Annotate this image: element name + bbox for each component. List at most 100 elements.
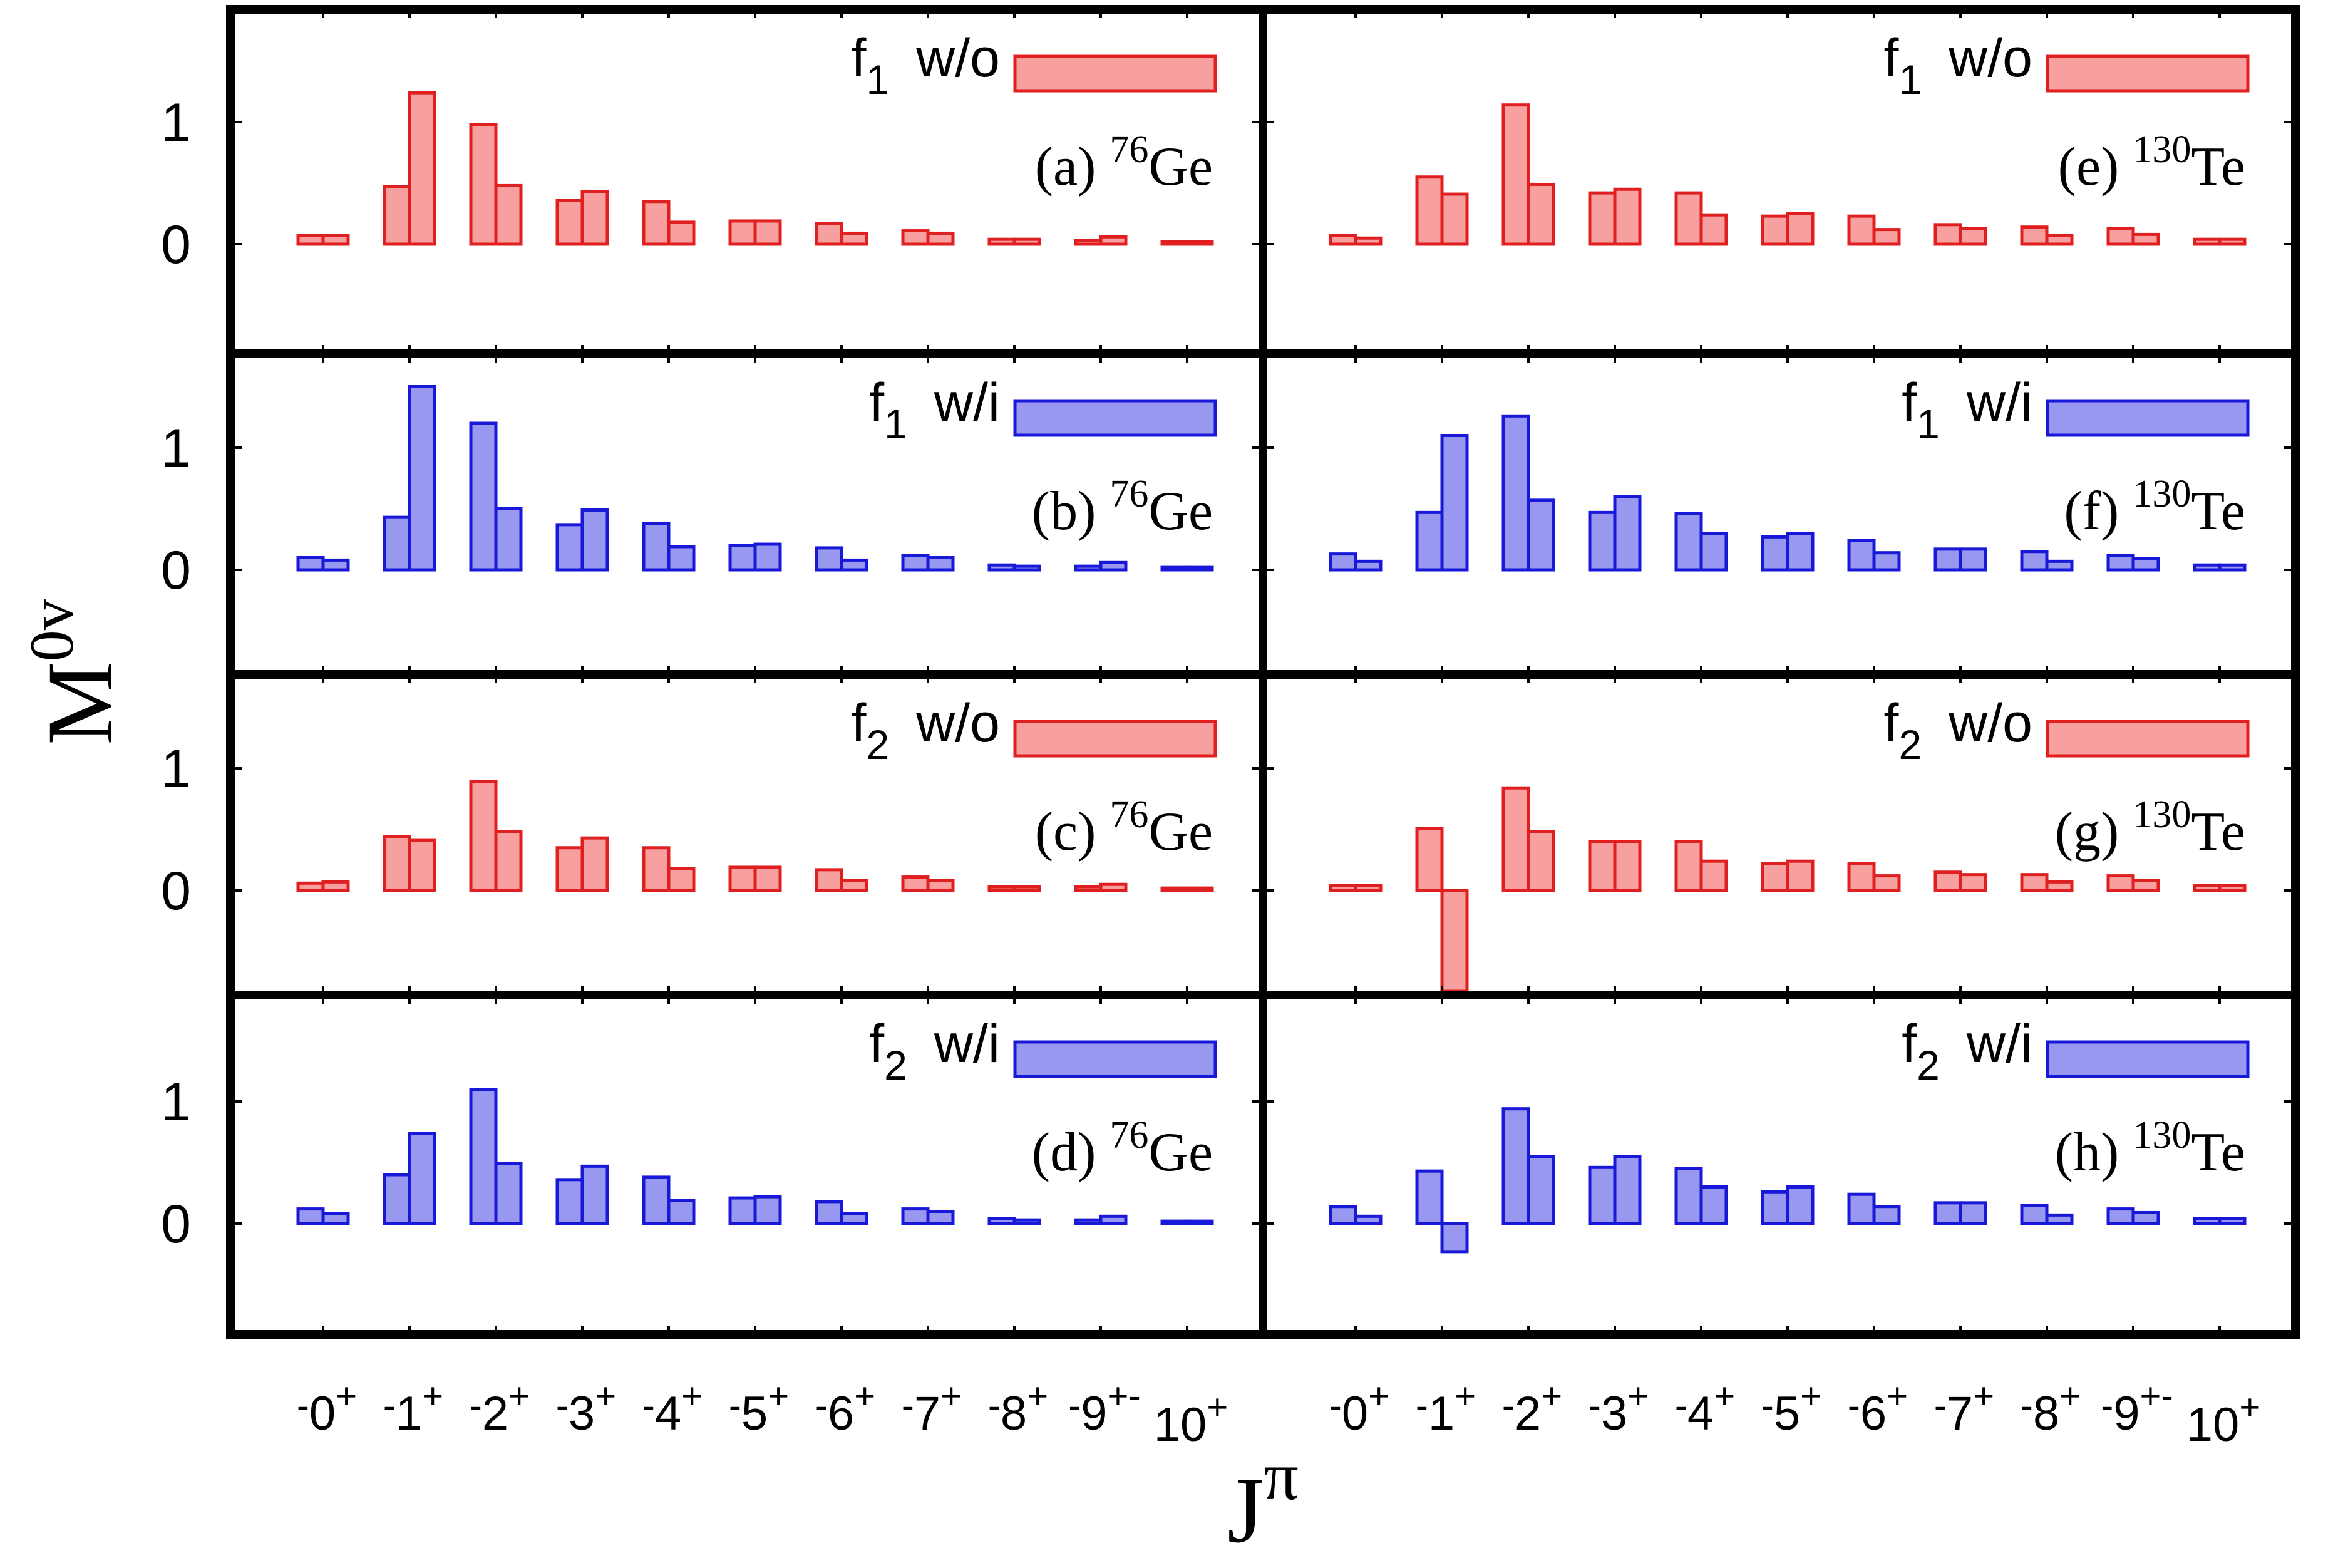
bar-e-2-3+ [1613,187,1642,246]
bar-c-2-9+ [1099,882,1128,892]
bar-h-1-6+ [1847,1192,1876,1225]
xtick-sup: + [1800,1376,1821,1416]
ytick-label-b-1: 1 [161,418,191,478]
bar-b-1-2+ [469,421,498,572]
bar-a-1-6+ [815,222,843,246]
legend-label-c: f2 w/o [852,693,1000,768]
xtick-sup: + [422,1376,443,1416]
xtick-main: 1 [396,1387,422,1440]
panel-label-b: (b) 76Ge [1032,473,1213,542]
panel-letter: (f) [2064,481,2133,542]
nucleus-symbol: Te [2191,481,2245,542]
legend-subscript: 1 [1917,401,1940,447]
xtick-sup: + [2239,1387,2260,1428]
xtick-pre: - [1329,1385,1342,1426]
legend-label-h: f2 w/i [1902,1014,2032,1088]
xtick-sup: + [1207,1387,1228,1428]
bar-a-1-10+ [1160,240,1189,246]
bar-h-2-0+ [1354,1214,1383,1225]
legend-subscript: 1 [866,56,889,103]
bar-e-1-4+ [1674,191,1703,246]
bar-g-2-1+ [1440,889,1469,993]
xtick-label-right-4: -4+ [1675,1376,1735,1440]
nucleus-mass: 130 [2133,1114,2191,1157]
xtick-sup: + [1455,1376,1476,1416]
legend-label-b: f1 w/i [869,373,1000,447]
panel-letter: (a) [1035,137,1110,197]
bar-h-1-4+ [1674,1167,1703,1225]
xtick-main: 2 [1515,1387,1541,1440]
legend-text: w/o [1922,28,2032,88]
panel-letter: (e) [2058,137,2133,197]
legend-f: f [869,1014,885,1074]
bar-d-1-0+ [296,1207,325,1225]
xtick-pre: - [2021,1385,2033,1426]
nucleus-mass: 76 [1110,793,1148,836]
bar-f-1-5+ [1761,535,1789,572]
bar-d-2-9+ [1099,1214,1128,1225]
bar-a-1-0+ [296,234,325,246]
xtick-pre: - [1068,1385,1081,1426]
xtick-sup: + [768,1376,789,1416]
bar-a-1-8+ [987,237,1016,246]
bar-d-1-10+ [1160,1219,1189,1225]
bar-f-1-1+ [1415,510,1444,572]
bar-b-1-9+ [1074,564,1103,572]
bar-f-2-5+ [1786,532,1815,572]
bar-c-2-7+ [926,879,955,892]
bar-e-1-3+ [1588,191,1617,246]
xtick-pre: - [1675,1385,1687,1426]
panel-label-g: (g) 130Te [2055,793,2245,862]
y-axis-title: M0v [17,599,132,745]
nucleus-symbol: Ge [1148,137,1213,197]
legend-swatch-h [2046,1040,2250,1078]
xtick-pre: - [297,1385,309,1426]
bar-b-1-10+ [1160,565,1189,572]
xtick-main: 6 [1860,1387,1887,1440]
nucleus-mass: 130 [2133,793,2191,836]
bar-b-1-5+ [728,544,757,572]
frames [226,5,2300,1339]
xtick-pre: - [988,1385,1001,1426]
bar-b-2-1+ [408,385,436,572]
legend-f: f [869,373,885,433]
bar-a-1-4+ [642,200,671,246]
bar-f-1-2+ [1501,414,1530,572]
bar-g-1-4+ [1674,840,1703,892]
bar-h-2-4+ [1699,1185,1728,1225]
bar-f-2-2+ [1527,498,1555,572]
xtick-pre: - [1416,1385,1428,1426]
xtick-label-left-7: -7+ [902,1376,962,1440]
bar-g-2-5+ [1786,859,1815,892]
bar-f-2-1+ [1440,434,1469,572]
bar-c-1-10+ [1160,886,1189,892]
legend-text: w/o [1922,693,2032,753]
bar-e-2-5+ [1786,212,1815,246]
nucleus-mass: 76 [1110,1114,1148,1157]
ytick-label-c-1: 1 [161,739,191,799]
bar-e-1-2+ [1501,103,1530,246]
bar-c-2-0+ [321,880,350,892]
bar-h-1-1+ [1415,1169,1444,1225]
bar-f-1-4+ [1674,512,1703,572]
panel-letter: (b) [1032,481,1110,542]
bar-f-1-8+ [2020,550,2049,572]
bar-g-1-5+ [1761,862,1789,892]
bar-d-2-0+ [321,1212,350,1225]
legend-label-g: f2 w/o [1884,693,2032,768]
bar-g-1-9+ [2106,874,2135,892]
xtick-label-right-2: -2+ [1502,1376,1562,1440]
bar-c-1-2+ [469,780,498,892]
bar-b-1-1+ [383,515,411,572]
nucleus-symbol: Te [2191,137,2245,197]
bar-d-2-3+ [580,1164,609,1225]
nucleus-mass: 76 [1110,128,1148,171]
bar-g-2-10+ [2218,884,2247,892]
bar-f-1-10+ [2193,563,2222,572]
xtick-label-left-4: -4+ [642,1376,703,1440]
legend-f: f [1902,373,1917,433]
bar-f-2-6+ [1872,551,1901,572]
bar-h-2-5+ [1786,1185,1815,1225]
bar-g-1-0+ [1329,884,1357,892]
legend-swatch-b [1013,399,1217,437]
